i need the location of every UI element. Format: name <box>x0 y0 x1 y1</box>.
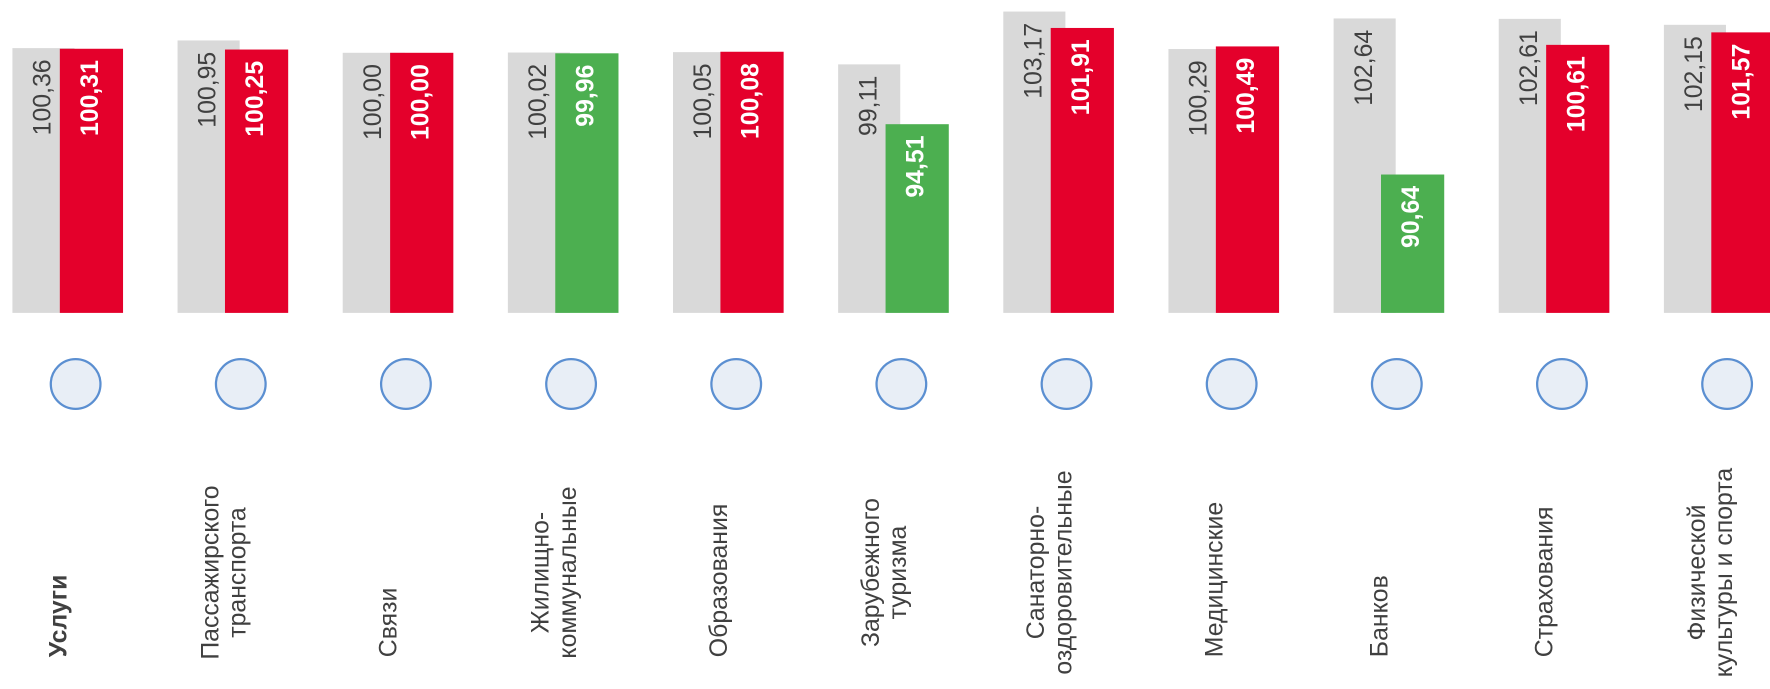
bar <box>59 48 124 313</box>
value-label: 101,91 <box>1068 39 1095 115</box>
icon <box>1370 358 1423 410</box>
x-tick-label: Пассажирскоготранспорта <box>197 485 251 659</box>
x-tick-label: Образования <box>706 504 733 658</box>
icon <box>379 358 432 410</box>
bar <box>1215 46 1280 313</box>
bar <box>885 124 949 313</box>
icon <box>214 358 267 410</box>
value-label: 90,64 <box>1398 186 1425 248</box>
icon <box>49 358 102 410</box>
value-label: 103,17 <box>1020 23 1047 99</box>
icon <box>875 358 928 410</box>
value-label: 100,31 <box>77 60 104 136</box>
x-tick-label: Физическойкультуры и спорта <box>1683 468 1737 678</box>
x-tick-label: Банков <box>1367 575 1394 657</box>
value-label: 100,00 <box>360 64 387 140</box>
value-label: 100,05 <box>690 63 717 139</box>
bar <box>1050 27 1114 313</box>
value-label: 100,95 <box>195 52 222 128</box>
icon <box>1205 358 1258 410</box>
value-label: 100,08 <box>738 63 765 139</box>
bar <box>720 51 784 313</box>
value-label: 99,96 <box>572 65 599 127</box>
bar <box>1711 32 1770 313</box>
value-label: 100,29 <box>1186 60 1213 136</box>
bar <box>224 49 289 313</box>
bar <box>1546 44 1610 313</box>
x-tick-label: Зарубежноготуризма <box>858 498 912 647</box>
x-tick-label: Услуги <box>45 575 72 658</box>
icon <box>710 358 763 410</box>
value-label: 102,61 <box>1516 30 1543 106</box>
icon <box>1535 358 1588 410</box>
value-label: 100,36 <box>30 59 57 135</box>
x-tick-label: Медицинские <box>1201 502 1228 657</box>
value-label: 100,25 <box>242 61 269 137</box>
value-label: 100,00 <box>407 64 434 140</box>
bar <box>555 53 619 313</box>
x-tick-label: Страхования <box>1532 507 1559 658</box>
value-label: 100,02 <box>525 64 552 140</box>
bar <box>1381 174 1445 313</box>
x-tick-label: Связи <box>376 588 403 658</box>
value-label: 94,51 <box>903 135 930 197</box>
icon <box>1701 358 1754 410</box>
value-label: 102,15 <box>1681 36 1708 112</box>
value-label: 102,64 <box>1351 30 1378 106</box>
value-label: 101,57 <box>1728 44 1755 120</box>
icon <box>545 358 598 410</box>
icon <box>1040 358 1093 410</box>
bar <box>390 52 454 313</box>
value-label: 100,49 <box>1233 58 1260 134</box>
x-tick-label: Жилищно-коммунальные <box>527 486 581 658</box>
value-label: 99,11 <box>855 76 882 136</box>
x-tick-label: Санаторно-оздоровительные <box>1023 470 1077 674</box>
value-label: 100,61 <box>1563 56 1590 132</box>
